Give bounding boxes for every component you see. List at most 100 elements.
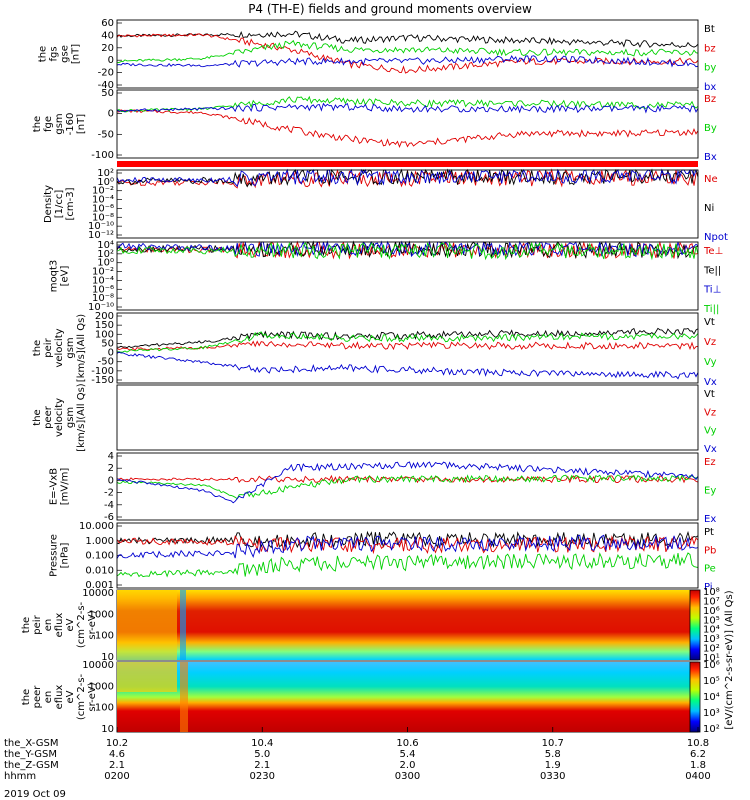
ytick-label: 0.010	[85, 565, 114, 576]
legend-Vz: Vz	[704, 337, 716, 348]
ytick-label: 1.000	[85, 536, 114, 547]
y-axis-label-line: velocity	[54, 398, 65, 437]
legend-Ni: Ni	[704, 203, 714, 214]
colorbar-tick: 10⁵	[703, 676, 720, 687]
panel-frame	[116, 169, 699, 239]
ytick-label: 50	[101, 88, 114, 99]
legend-Vz: Vz	[704, 407, 716, 418]
ytick-label: 0	[108, 55, 114, 66]
y-axis-label-line: gse	[60, 45, 71, 63]
y-axis-label-line: E=-VxB	[49, 468, 60, 505]
y-axis-label-line: Density	[43, 185, 54, 223]
legend-Ez: Ez	[704, 457, 716, 468]
y-axis-label-line: [mV/m]	[60, 468, 71, 506]
series-bz	[116, 33, 699, 74]
legend-Bx: Bx	[704, 152, 717, 163]
panel-1: 50 0 -50 -100 thefgegsm-160[nT] Bz By Bx	[32, 88, 717, 163]
y-axis-label-line: [km/s](All Qs)	[76, 314, 87, 382]
ytick-label: 40	[101, 30, 114, 41]
panel-frame	[116, 522, 699, 589]
x-row-value: 0300	[395, 771, 420, 782]
colorbar-tick: 10⁷	[703, 596, 720, 607]
x-axis: the_X-GSM 10.2 10.4 10.6 10.7 10.8 the_Y-GSM 4.…	[4, 727, 711, 782]
ytick-label: -6	[104, 512, 114, 523]
y-axis-label: moqt3[eV]	[49, 260, 71, 293]
x-row-value: 10.4	[251, 738, 273, 749]
x-row-label: hhmm	[4, 771, 36, 782]
panel-frame	[116, 384, 699, 451]
colorbar-tick: 10¹	[703, 653, 720, 664]
y-axis-label-line: gsm	[54, 113, 65, 134]
y-axis-label-line: peer	[43, 405, 54, 429]
series-Npot	[116, 168, 698, 188]
ytick-label: -50	[98, 357, 114, 368]
ytick-label: 10⁻¹⁰	[88, 221, 114, 232]
colorbar-tick: 10⁵	[703, 615, 720, 626]
legend-Vx: Vx	[704, 377, 717, 388]
y-axis-label: thefgsgse[nT]	[38, 44, 82, 64]
x-row-label: the_Y-GSM	[4, 749, 57, 760]
ytick-label: 0	[108, 109, 114, 120]
colorbar-tick: 10²	[703, 724, 720, 735]
ytick-label: 0	[108, 475, 114, 486]
ytick-label: -40	[98, 80, 114, 91]
ytick-label: 10⁻⁸	[92, 293, 114, 304]
legend-Ne: Ne	[704, 174, 718, 185]
y-axis-label-line: the	[32, 409, 43, 425]
ytick-label: -150	[91, 375, 114, 386]
y-axis-label-line: [nPa]	[60, 542, 71, 568]
legend-Pe: Pe	[704, 564, 716, 575]
series-By	[116, 95, 699, 113]
x-row-value: 0330	[540, 771, 565, 782]
ytick-label: -50	[98, 129, 114, 140]
y-axis-label: E=-VxB[mV/m]	[49, 468, 71, 506]
ytick-label: 100	[95, 329, 114, 340]
x-row-value: 0200	[104, 771, 129, 782]
series-Vx	[116, 351, 699, 380]
series-Bz	[116, 109, 699, 149]
x-row-value: 6.2	[690, 749, 706, 760]
y-axis-label-line: peer	[32, 685, 43, 709]
panel-frame	[116, 241, 699, 311]
ytick-label: 10⁻⁸	[92, 212, 114, 223]
panel-frame	[116, 452, 699, 521]
colorbar-tick: 10⁴	[703, 625, 720, 636]
ytick-label: 10⁻¹⁰	[88, 302, 114, 313]
legend-Vy: Vy	[704, 426, 717, 437]
mode-bar	[117, 161, 698, 167]
legend-Vt: Vt	[704, 389, 715, 400]
y-axis-label-line: [nT]	[76, 114, 87, 134]
legend-Bz: Bz	[704, 94, 716, 105]
y-axis-label-line: eV	[65, 618, 76, 631]
series-bx	[116, 55, 699, 68]
series-Bx	[116, 102, 699, 114]
y-axis-label-line: the	[32, 340, 43, 356]
ytick-label: 10²	[97, 168, 114, 179]
x-row-value: 0400	[685, 771, 710, 782]
ytick-label: 10	[101, 652, 114, 663]
ytick-label: 60	[101, 18, 114, 29]
y-axis-label-line: the	[32, 116, 43, 132]
colorbar-tick: 10⁸	[703, 587, 720, 598]
ytick-label: 200	[95, 311, 114, 322]
y-axis-label: Density[1/cc][cm-3]	[43, 185, 76, 223]
legend-bz: bz	[704, 43, 716, 54]
colorbar-tick: 10³	[703, 634, 720, 645]
panel-6: 420 -2-4-6 E=-VxB[mV/m] Ez Ey Ex	[49, 451, 717, 525]
ytick-label: 4	[108, 451, 114, 462]
x-row-label: the_Z-GSM	[4, 760, 59, 771]
series-by	[116, 39, 699, 64]
y-axis-label-line: peir	[32, 614, 43, 634]
y-axis-label-line: the	[38, 46, 49, 62]
x-row-value: 5.8	[545, 749, 561, 760]
y-axis-label: thepeerenefluxeV(cm^2-s-sr-eV)	[21, 673, 98, 720]
colorbar-bottom	[689, 661, 701, 733]
y-axis-label-line: gsm	[65, 337, 76, 358]
legend-Pt: Pt	[704, 527, 714, 538]
y-axis-label-line: Pressure	[49, 534, 60, 577]
ytick-label: -20	[98, 68, 114, 79]
panel-2: 10²10⁰10⁻²10⁻⁴10⁻⁶10⁻⁸10⁻¹⁰10⁻¹²Density[…	[43, 168, 728, 243]
x-row-value: 2.1	[109, 760, 125, 771]
x-row-value: 5.4	[400, 749, 416, 760]
